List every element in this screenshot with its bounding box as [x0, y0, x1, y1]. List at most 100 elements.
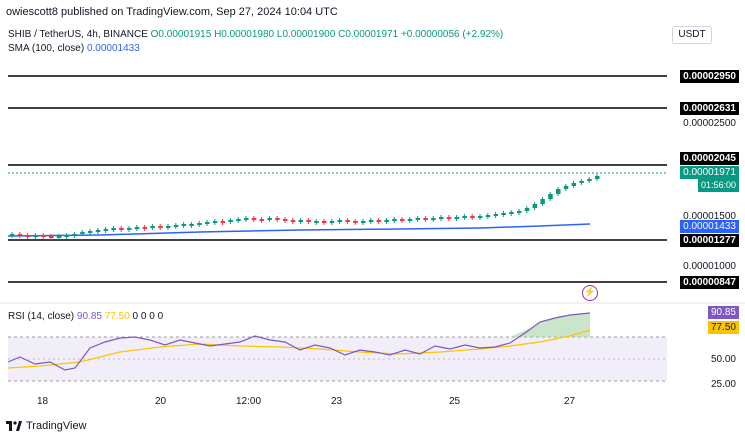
candle	[439, 217, 444, 219]
candle	[25, 235, 31, 237]
candle	[322, 221, 327, 223]
candle	[173, 225, 179, 227]
candle	[454, 217, 460, 219]
candle	[353, 221, 358, 223]
symbol-name: SHIB / TetherUS, 4h, BINANCE	[8, 29, 148, 40]
price-label-1277: 0.00001277	[680, 234, 739, 247]
candle	[267, 218, 272, 220]
price-label-2500: 0.00002500	[683, 118, 736, 129]
candle	[306, 220, 311, 222]
candle	[189, 224, 194, 226]
candle	[493, 214, 499, 216]
candle	[244, 218, 249, 220]
tradingview-logo-icon	[6, 421, 22, 431]
candle	[400, 219, 405, 221]
rsi-label: RSI (14, close)	[8, 311, 75, 322]
price-label-2045: 0.00002045	[680, 152, 739, 165]
rsi-tag-value: 90.85	[707, 306, 739, 319]
tradingview-brand[interactable]: TradingView	[6, 420, 87, 432]
publish-header: owiescott8 published on TradingView.com,…	[6, 6, 338, 18]
candle	[251, 218, 257, 220]
rsi-legend[interactable]: RSI (14, close) 90.85 77.50 0 0 0 0	[8, 311, 163, 322]
candle	[181, 224, 187, 226]
price-label-0847: 0.00000847	[680, 276, 739, 289]
price-label-sma: 0.00001433	[680, 220, 739, 233]
rsi-band	[8, 337, 667, 381]
candle	[431, 218, 436, 220]
candle	[111, 228, 116, 230]
symbol-legend[interactable]: SHIB / TetherUS, 4h, BINANCE O0.00001915…	[8, 29, 503, 40]
rsi-ma-value: 77.50	[104, 311, 130, 322]
candle	[236, 219, 241, 221]
candle	[220, 221, 226, 223]
rsi-value: 90.85	[76, 311, 102, 322]
candle	[212, 221, 218, 223]
candle	[470, 216, 475, 218]
ohlc-high: H0.00001980	[214, 29, 275, 40]
ohlc-low: L0.00001900	[276, 29, 336, 40]
brand-name: TradingView	[26, 420, 87, 432]
candle	[571, 183, 577, 186]
candle	[517, 211, 522, 213]
rsi-axis-25: 25.00	[710, 379, 736, 390]
candle	[407, 219, 413, 221]
candle	[158, 226, 163, 228]
candle	[532, 204, 538, 208]
sma-legend[interactable]: SMA (100, close) 0.00001433	[8, 43, 140, 54]
candle	[10, 234, 15, 236]
rsi-axis-50: 50.00	[710, 354, 736, 365]
candle	[127, 228, 132, 230]
candle	[415, 218, 421, 220]
price-label-2950: 0.00002950	[680, 70, 739, 83]
candle	[275, 218, 280, 220]
candle	[423, 218, 428, 220]
x-label-1200: 12:00	[236, 396, 262, 407]
bar-countdown: 01:56:00	[697, 179, 739, 192]
candle	[368, 220, 374, 222]
candle	[64, 235, 70, 237]
candle	[478, 216, 483, 218]
candle	[563, 186, 569, 189]
sma-label: SMA (100, close)	[8, 43, 85, 54]
candle	[33, 235, 38, 237]
flash-icon[interactable]: ⚡	[582, 285, 598, 301]
rsi-tag-ma: 77.50	[707, 321, 739, 334]
x-label-18: 18	[37, 396, 49, 407]
candle	[548, 194, 553, 199]
price-label-current: 0.00001971	[680, 166, 739, 179]
candle	[579, 181, 584, 183]
sma-line	[7, 223, 591, 237]
candle	[88, 231, 93, 233]
candle	[446, 217, 452, 219]
rsi-line	[7, 312, 591, 371]
x-label-27: 27	[564, 396, 576, 407]
candle	[80, 232, 85, 234]
sma-value: 0.00001433	[86, 43, 140, 54]
currency-button[interactable]: USDT	[672, 26, 712, 44]
candle	[166, 226, 171, 228]
candle	[345, 220, 350, 222]
candle	[119, 228, 124, 230]
ohlc-change: +0.00000056 (+2.92%)	[400, 29, 504, 40]
candle	[376, 220, 382, 222]
candle	[197, 223, 202, 225]
candle	[72, 234, 77, 236]
candle	[337, 220, 343, 222]
candle	[228, 220, 233, 222]
candle	[524, 208, 530, 211]
candle	[95, 230, 101, 232]
candle	[290, 220, 296, 222]
candles-group	[10, 174, 600, 240]
rsi-zeros: 0 0 0 0	[132, 311, 164, 322]
ohlc-open: O0.00001915	[150, 29, 212, 40]
candle	[314, 221, 319, 223]
candle	[56, 236, 62, 238]
candle	[540, 199, 545, 204]
candle	[556, 189, 561, 194]
candle	[329, 221, 335, 223]
candle	[134, 227, 140, 229]
x-label-25: 25	[449, 396, 461, 407]
price-label-1500: 0.00001500	[683, 211, 736, 222]
candle	[361, 221, 366, 223]
